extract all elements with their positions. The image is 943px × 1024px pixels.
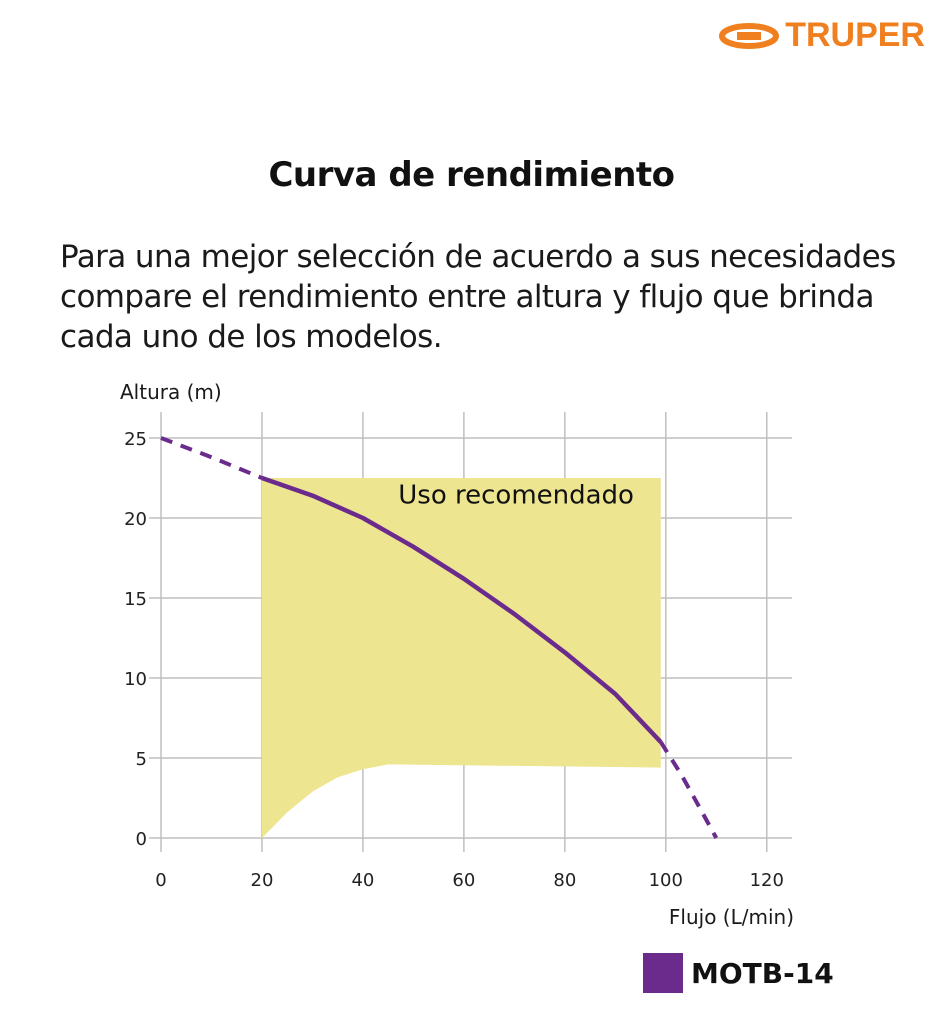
x-tick-label: 100	[649, 870, 683, 891]
x-tick-label: 80	[553, 870, 576, 891]
x-tick-label: 20	[251, 870, 274, 891]
zone-label: Uso recomendado	[398, 481, 634, 511]
truper-logo: TRUPER	[719, 16, 925, 55]
series-line	[261, 475, 663, 744]
chart-legend: MOTB-14	[643, 953, 834, 993]
x-tick-label: 0	[155, 870, 166, 891]
legend-swatch	[643, 953, 683, 993]
series-line-extrapolated-left	[160, 436, 263, 480]
y-tick-label: 20	[124, 509, 147, 530]
y-tick-label: 0	[136, 829, 147, 850]
series-line-extrapolated-right	[659, 740, 719, 839]
legend-label: MOTB-14	[691, 956, 834, 990]
x-tick-label: 40	[351, 870, 374, 891]
intro-text: Para una mejor selección de acuerdo a su…	[60, 239, 896, 355]
y-tick-label: 10	[124, 669, 147, 690]
x-axis-label: Flujo (L/min)	[669, 905, 794, 929]
x-tick-label: 120	[750, 870, 784, 891]
series-layer	[160, 436, 719, 839]
page-title: Curva de rendimiento	[268, 155, 675, 195]
y-axis-label: Altura (m)	[120, 380, 222, 404]
recommended-use-zone	[261, 478, 661, 838]
y-tick-label: 5	[136, 749, 147, 770]
tick-labels: 0 20 40 60 80 100 120 0 5 10 15 20 25	[124, 429, 784, 891]
x-tick-label: 60	[452, 870, 475, 891]
y-tick-label: 15	[124, 589, 147, 610]
y-tick-label: 25	[124, 429, 147, 450]
truper-logo-icon	[719, 22, 780, 49]
brand-name: TRUPER	[785, 16, 925, 54]
